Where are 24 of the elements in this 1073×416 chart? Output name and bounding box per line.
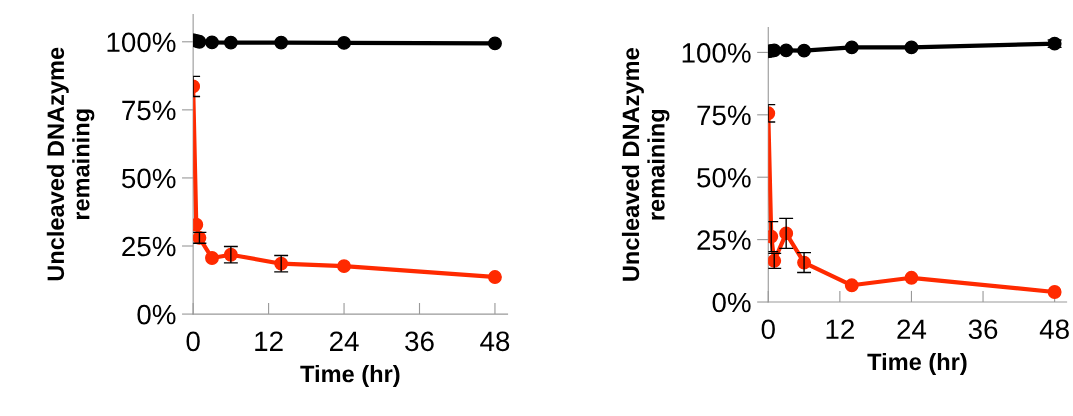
x-tick-label: 48: [480, 331, 510, 352]
y-axis-title: Uncleaved DNAzyme remaining: [46, 47, 95, 281]
x-tick-label: 12: [255, 331, 283, 351]
y-tick-label: 75%: [122, 100, 176, 121]
y-tick-label: 75%: [697, 105, 751, 126]
x-tick-label: 24: [330, 331, 359, 351]
x-tick-label: 24: [897, 319, 927, 339]
x-tick-label: 36: [968, 319, 998, 340]
y-tick-label: 0%: [137, 304, 176, 325]
y-tick-label: 100%: [107, 32, 176, 53]
x-tick-label: 0: [186, 331, 200, 352]
x-axis-title: Time (hr): [867, 352, 967, 375]
x-tick-label: 0: [761, 319, 775, 340]
y-tick-label: 0%: [712, 292, 751, 313]
y-axis-title: Uncleaved DNAzyme remaining: [621, 48, 670, 281]
y-tick-label: 100%: [682, 43, 751, 63]
x-tick-label: 12: [826, 319, 854, 339]
y-tick-label: 25%: [122, 236, 176, 257]
y-tick-label: 50%: [697, 167, 751, 188]
x-axis-title: Time (hr): [300, 364, 400, 387]
x-tick-label: 48: [1039, 319, 1069, 340]
y-tick-label: 25%: [697, 230, 751, 250]
y-tick-label: 50%: [121, 168, 176, 189]
x-tick-label: 36: [405, 331, 434, 352]
